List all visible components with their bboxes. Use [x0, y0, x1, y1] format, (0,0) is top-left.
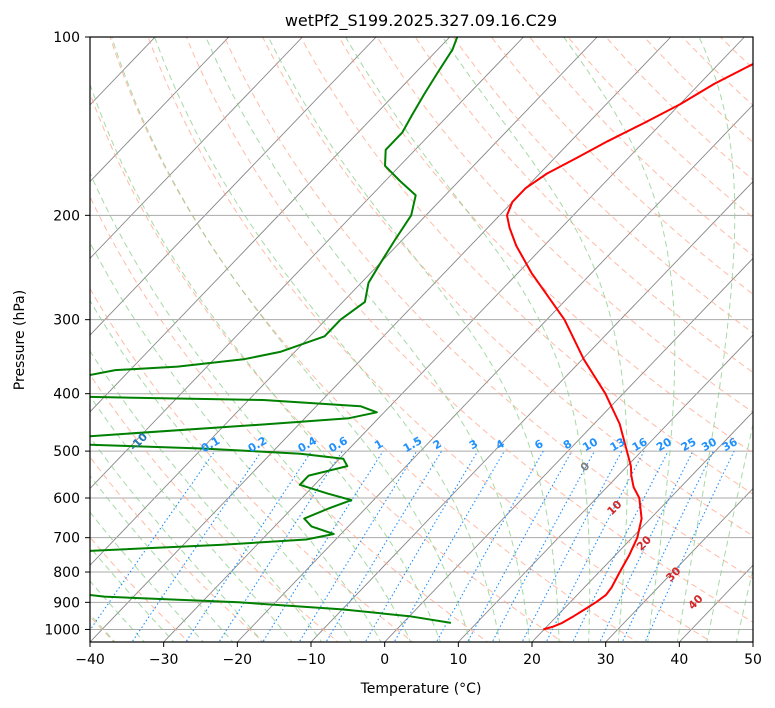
dry-adiabat-line — [147, 37, 713, 642]
moist-adiabats — [90, 37, 753, 642]
dry-adiabat-line — [300, 37, 753, 495]
x-tick-label: 10 — [449, 652, 467, 668]
moist-adiabat-line — [90, 241, 382, 642]
plot-area: -100-90-80-70-60-50-40-30-20-100.10.20.4… — [90, 37, 753, 642]
dry-adiabat-line — [490, 37, 753, 295]
moist-adiabat-line — [345, 37, 591, 642]
isotherm-line — [90, 37, 672, 642]
mixing-ratio-line — [521, 450, 623, 642]
isotherm-line — [531, 411, 753, 642]
dry-adiabat-line — [90, 92, 564, 642]
isotherm-line — [90, 37, 377, 336]
dewpoint-trace — [90, 37, 459, 624]
isotherm-line — [90, 37, 598, 566]
plot-frame — [89, 36, 754, 643]
isotherm-line — [458, 334, 753, 642]
mixing-ratio-line — [644, 450, 735, 642]
dry-adiabat-line — [414, 37, 753, 374]
mixing-ratio-line — [545, 450, 645, 642]
isotherm-line — [90, 37, 524, 490]
mixing-ratio-line — [185, 450, 313, 642]
y-tick-label: 300 — [53, 313, 80, 329]
mixing-ratio-line — [131, 450, 263, 642]
x-axis-ticks: −40 −30 −20 −10 0 10 20 30 40 50 — [75, 642, 762, 668]
x-tick-label: 40 — [670, 652, 688, 668]
y-tick-label: 100 — [53, 30, 80, 46]
mixing-ratio-line — [393, 450, 505, 642]
mixing-ratio-line — [218, 450, 343, 642]
x-axis-label: Temperature (°C) — [360, 681, 482, 697]
isotherm-line — [310, 180, 753, 642]
dry-adiabat-line — [223, 37, 753, 580]
x-tick-label: −30 — [149, 652, 179, 668]
y-axis-ticks: 100 200 300 400 500 600 700 800 900 1000 — [44, 30, 90, 638]
dry-adiabat-line — [90, 287, 414, 642]
moist-adiabat-line — [441, 37, 628, 642]
moist-adiabat-line — [735, 567, 753, 642]
dry-adiabats — [90, 37, 753, 642]
dry-adiabat-line — [90, 195, 489, 642]
mixing-ratio-line — [364, 450, 479, 642]
y-tick-label: 500 — [53, 444, 80, 460]
dry-adiabat-line — [109, 37, 638, 642]
mixing-ratio-line — [621, 450, 714, 642]
y-tick-label: 700 — [53, 531, 80, 547]
x-tick-label: 50 — [744, 652, 762, 668]
mixing-ratio-line — [262, 450, 384, 642]
isotherms — [90, 37, 753, 642]
moist-adiabat-line — [90, 171, 412, 642]
isotherm-line — [237, 104, 753, 642]
x-tick-label: −40 — [75, 652, 105, 668]
x-tick-label: 20 — [523, 652, 541, 668]
isobars — [90, 37, 753, 630]
isotherm-line — [605, 487, 753, 642]
moist-adiabat-line — [706, 421, 753, 642]
moist-adiabat-line — [90, 395, 293, 642]
y-tick-label: 1000 — [44, 622, 80, 638]
mixing-ratio-lines — [90, 450, 735, 642]
dry-adiabat-line — [185, 37, 753, 623]
moist-adiabat-line — [205, 37, 530, 642]
mixing-ratio-line — [491, 450, 595, 642]
moist-adiabat-line — [90, 350, 323, 642]
moist-adiabat-line — [563, 37, 676, 642]
y-tick-label: 900 — [53, 595, 80, 611]
x-tick-label: −10 — [296, 652, 326, 668]
isotherm-line — [163, 37, 745, 642]
y-tick-label: 600 — [53, 491, 80, 507]
isotherm-line — [90, 37, 451, 413]
dry-adiabat-line — [90, 536, 190, 642]
moist-adiabat-line — [154, 37, 501, 642]
isotherm-line — [90, 37, 303, 259]
dry-adiabat-line — [262, 37, 753, 537]
isotherm-line — [384, 257, 753, 642]
dry-adiabat-line — [452, 37, 753, 334]
moist-adiabat-line — [676, 37, 736, 642]
x-tick-label: 30 — [597, 652, 615, 668]
x-tick-label: 0 — [380, 652, 389, 668]
isotherm-line — [90, 37, 230, 183]
sounding-series — [90, 37, 753, 631]
y-axis-label: Pressure (hPa) — [12, 290, 28, 390]
line-labels: -100-90-80-70-60-50-40-30-20-100.10.20.4… — [127, 430, 740, 612]
temperature-trace — [506, 62, 753, 631]
mixing-ratio-line — [90, 450, 216, 632]
moist-adiabat-line — [90, 82, 441, 642]
y-tick-label: 400 — [53, 387, 80, 403]
y-tick-label: 800 — [53, 565, 80, 581]
moist-adiabat-line — [267, 37, 560, 642]
mixing-ratio-line — [298, 450, 418, 642]
x-tick-label: −20 — [223, 652, 253, 668]
moist-adiabat-line — [111, 37, 471, 642]
y-tick-label: 200 — [53, 208, 80, 224]
chart-title: wetPf2_S199.2025.327.09.16.C29 — [285, 11, 557, 31]
